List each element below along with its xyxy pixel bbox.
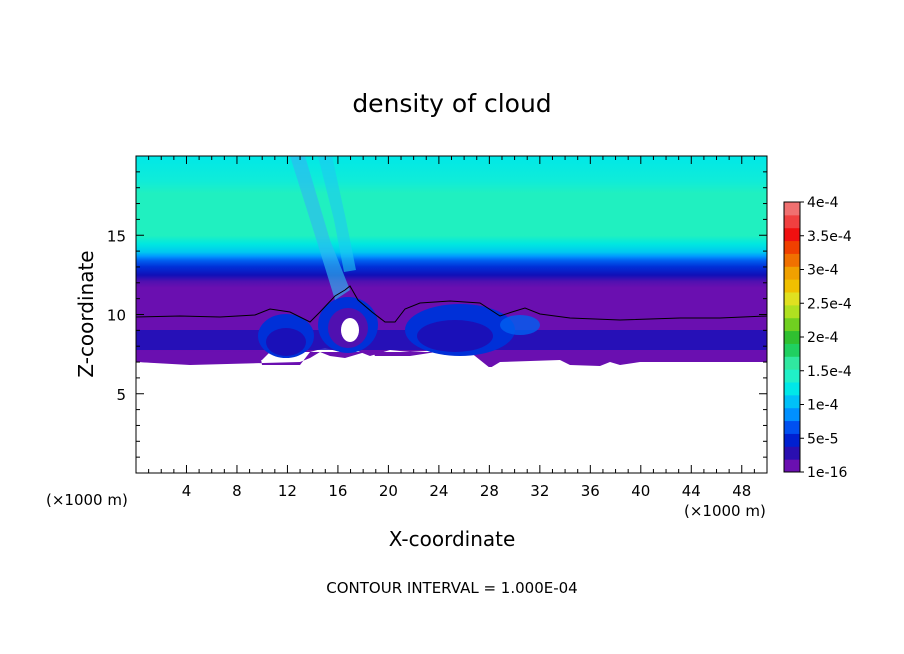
colorbar-swatch — [784, 459, 800, 473]
colorbar-swatch — [784, 382, 800, 396]
cloud-plume — [290, 156, 350, 300]
y-axis-label: Z-coordinate — [74, 250, 98, 377]
colorbar-label: 4e-4 — [807, 195, 839, 211]
y-axis: 5 10 15 — [107, 171, 767, 458]
cloud-bubble — [266, 328, 306, 356]
colorbar-swatch — [784, 240, 800, 254]
x-axis-label: X-coordinate — [389, 527, 516, 551]
x-tick-label: 20 — [379, 482, 398, 500]
cloud-bubble — [417, 320, 493, 352]
colorbar-swatch — [784, 369, 800, 383]
colorbar-swatch — [784, 446, 800, 460]
y-tick-label: 10 — [107, 307, 126, 325]
contour-interval-note: CONTOUR INTERVAL = 1.000E-04 — [326, 579, 577, 597]
colorbar-label: 5e-5 — [807, 431, 838, 447]
x-tick-label: 44 — [682, 482, 701, 500]
y-tick-label: 15 — [107, 227, 126, 245]
colorbar-swatch — [784, 433, 800, 447]
x-tick-label: 16 — [328, 482, 347, 500]
cloud-layer — [136, 156, 767, 365]
cloud-base — [136, 350, 767, 368]
clear-air — [136, 362, 262, 368]
x-unit-right: (×1000 m) — [684, 502, 766, 520]
colorbar-swatch — [784, 304, 800, 319]
colorbar: 1e-16 5e-5 1e-4 1.5e-4 2e-4 2.5e-4 3e-4 3.5e-4 4… — [783, 195, 852, 481]
contour-line — [136, 285, 767, 323]
colorbar-label: 3e-4 — [807, 263, 839, 279]
x-tick-label: 28 — [480, 482, 499, 500]
x-tick-label: 8 — [232, 482, 242, 500]
colorbar-swatch — [784, 279, 800, 293]
colorbar-label: 2e-4 — [807, 330, 839, 346]
colorbar-label: 1.5e-4 — [807, 364, 852, 380]
colorbar-swatch — [784, 317, 800, 332]
x-tick-label: 4 — [182, 482, 192, 500]
colorbar-swatch — [784, 356, 800, 370]
colorbar-label: 1e-4 — [807, 398, 839, 414]
x-tick-label: 32 — [530, 482, 549, 500]
colorbar-swatch — [784, 253, 800, 267]
colorbar-swatch — [784, 202, 800, 216]
colorbar-swatch — [784, 266, 800, 280]
colorbar-swatch — [784, 420, 800, 434]
colorbar-swatch — [784, 407, 800, 422]
colorbar-swatch — [784, 214, 800, 229]
x-unit-left: (×1000 m) — [46, 491, 128, 509]
colorbar-label: 3.5e-4 — [807, 229, 852, 245]
y-tick-label: 5 — [116, 386, 126, 404]
cloud-plume — [318, 156, 356, 272]
colorbar-swatch — [784, 394, 800, 409]
colorbar-label: 1e-16 — [807, 465, 847, 481]
x-axis: 4 8 12 16 20 24 28 32 36 40 44 48 — [148, 156, 755, 500]
x-tick-label: 24 — [429, 482, 448, 500]
x-tick-label: 48 — [732, 482, 751, 500]
chart-title: density of cloud — [352, 89, 551, 118]
clear-air — [136, 367, 767, 473]
x-tick-label: 12 — [278, 482, 297, 500]
plot-field — [136, 156, 767, 473]
cloud-bubble — [341, 318, 359, 342]
colorbar-label: 2.5e-4 — [807, 296, 852, 312]
colorbar-swatch — [784, 343, 800, 357]
cloud-bubble — [500, 315, 540, 335]
x-tick-label: 36 — [581, 482, 600, 500]
colorbar-swatch — [784, 292, 800, 306]
colorbar-swatch — [784, 330, 800, 344]
x-tick-label: 40 — [631, 482, 650, 500]
colorbar-swatch — [784, 227, 800, 242]
